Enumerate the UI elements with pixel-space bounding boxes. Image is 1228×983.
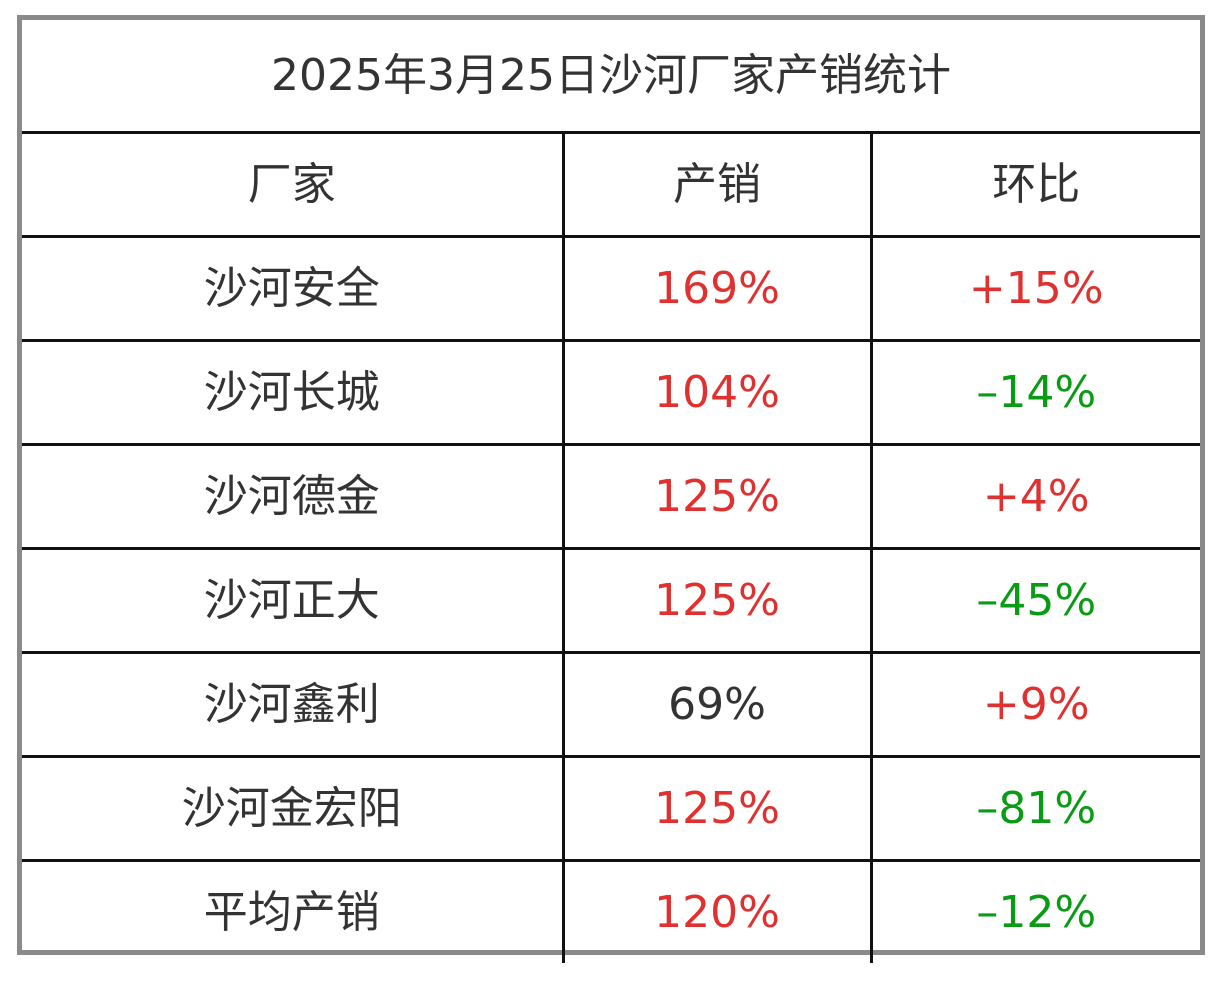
factory-name-cell: 沙河安全	[22, 235, 565, 342]
title-row: 2025年3月25日沙河厂家产销统计	[22, 20, 1200, 134]
factory-name-cell: 沙河正大	[22, 547, 565, 654]
table-row: 沙河鑫利 69% +9%	[22, 651, 1200, 758]
column-header-production-sales: 产销	[561, 131, 873, 238]
column-header-change: 环比	[869, 131, 1200, 238]
change-cell: –12%	[869, 859, 1200, 963]
production-sales-table: 2025年3月25日沙河厂家产销统计 厂家 产销 环比 沙河安全 169% +15%…	[22, 20, 1200, 963]
column-header-factory: 厂家	[22, 131, 565, 238]
production-sales-cell: 125%	[561, 547, 873, 654]
change-cell: +15%	[869, 235, 1200, 342]
change-cell: –14%	[869, 339, 1200, 446]
header-row: 厂家 产销 环比	[22, 131, 1200, 238]
factory-name-cell: 沙河鑫利	[22, 651, 565, 758]
change-cell: +4%	[869, 443, 1200, 550]
change-cell: +9%	[869, 651, 1200, 758]
production-sales-cell: 104%	[561, 339, 873, 446]
factory-name-cell: 沙河长城	[22, 339, 565, 446]
change-cell: –81%	[869, 755, 1200, 862]
production-sales-cell: 125%	[561, 443, 873, 550]
production-sales-cell: 169%	[561, 235, 873, 342]
production-sales-cell: 120%	[561, 859, 873, 963]
factory-name-cell: 沙河金宏阳	[22, 755, 565, 862]
table-row: 平均产销 120% –12%	[22, 859, 1200, 963]
table-row: 沙河长城 104% –14%	[22, 339, 1200, 446]
table-title: 2025年3月25日沙河厂家产销统计	[22, 20, 1200, 134]
production-sales-cell: 69%	[561, 651, 873, 758]
production-sales-cell: 125%	[561, 755, 873, 862]
change-cell: –45%	[869, 547, 1200, 654]
table-row: 沙河正大 125% –45%	[22, 547, 1200, 654]
table-row: 沙河安全 169% +15%	[22, 235, 1200, 342]
table-row: 沙河德金 125% +4%	[22, 443, 1200, 550]
factory-name-cell: 平均产销	[22, 859, 565, 963]
table-row: 沙河金宏阳 125% –81%	[22, 755, 1200, 862]
stats-table-frame: 2025年3月25日沙河厂家产销统计 厂家 产销 环比 沙河安全 169% +15%…	[17, 15, 1205, 963]
factory-name-cell: 沙河德金	[22, 443, 565, 550]
